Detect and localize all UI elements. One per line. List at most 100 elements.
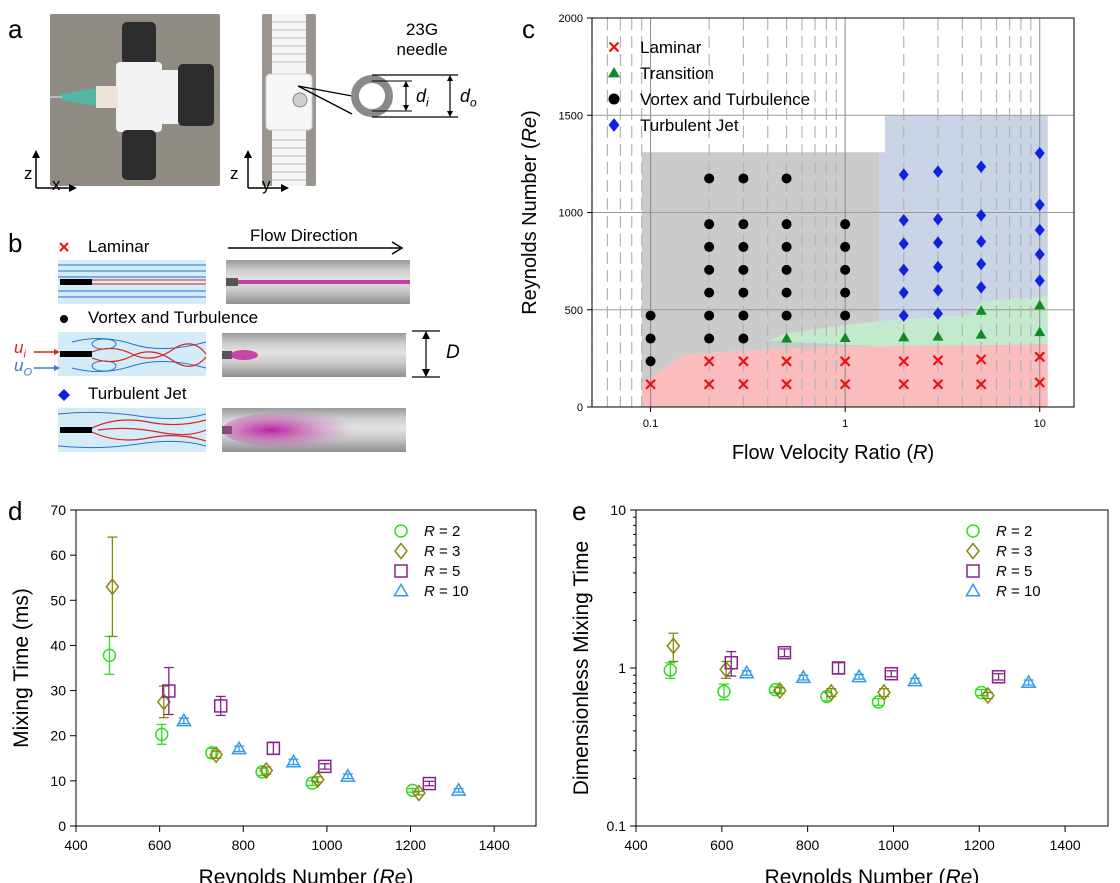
turbulent-jet-point bbox=[1034, 198, 1045, 211]
vortex-and-turbulence-point bbox=[704, 287, 715, 298]
r3-point bbox=[105, 578, 120, 596]
do-subscript: o bbox=[470, 95, 477, 110]
turbulent-jet-point bbox=[898, 309, 909, 322]
y-axis-title-end: ) bbox=[519, 110, 541, 117]
turbulent-jet-point bbox=[1034, 274, 1045, 287]
vortex-and-turbulence-point bbox=[840, 287, 851, 298]
legend-label: R = 5 bbox=[996, 563, 1032, 580]
y-tick-label: 1000 bbox=[559, 208, 583, 220]
x-tick-label: 0.1 bbox=[643, 418, 658, 430]
turbulent-jet-point bbox=[1034, 223, 1045, 237]
legend-marker bbox=[608, 93, 620, 105]
x-axis-title: Flow Velocity Ratio (R) bbox=[732, 442, 934, 464]
mixing-time-chart: 0 10 20 30 40 50 60 70 400 600 800 1000 1200 1400 R =… bbox=[10, 502, 537, 883]
vortex-and-turbulence-point bbox=[738, 264, 749, 275]
vortex-and-turbulence-point bbox=[738, 333, 749, 344]
laminar-point bbox=[839, 378, 851, 390]
flow-direction-label: Flow Direction bbox=[250, 226, 358, 245]
x-tick-label: 800 bbox=[796, 837, 820, 853]
vortex-flow-photo bbox=[222, 333, 406, 377]
laminar-point bbox=[781, 378, 792, 390]
turbulent-jet-point bbox=[1034, 146, 1045, 160]
legend-marker bbox=[966, 524, 980, 538]
regime-legend: Laminar Transition Vortex and Turbulence Tu… bbox=[607, 38, 810, 135]
transition-point bbox=[1034, 326, 1046, 337]
laminar-point bbox=[932, 378, 944, 390]
legend-marker bbox=[608, 41, 620, 53]
plot-frame bbox=[635, 509, 1109, 827]
y-axis-title: Dimensionless Mixing Time bbox=[570, 541, 593, 795]
di-subscript: i bbox=[426, 95, 429, 110]
laminar-marker-b bbox=[59, 242, 69, 252]
mixing-time-axis-labels: Reynolds Number (Re) Mixing Time (ms) bbox=[10, 588, 413, 883]
turbulent-jet-point bbox=[932, 165, 943, 178]
x-axis-title: Reynolds Number (Re) bbox=[765, 866, 980, 883]
y-axis-title-symbol: Re bbox=[519, 117, 541, 143]
x-axis-title-end: ) bbox=[972, 866, 979, 883]
legend-value: = 3 bbox=[435, 543, 460, 560]
y-axis-title: Mixing Time (ms) bbox=[10, 588, 33, 748]
legend-label: R = 2 bbox=[424, 523, 460, 540]
di-symbol: d bbox=[416, 86, 427, 106]
axis-z-label-1: z bbox=[24, 164, 33, 183]
uo-symbol: u bbox=[14, 356, 24, 375]
r10-point bbox=[795, 669, 812, 684]
r3-point bbox=[310, 770, 325, 789]
axis-z-label-2: z bbox=[230, 164, 239, 183]
vortex-and-turbulence-point bbox=[704, 264, 715, 275]
turbulent-jet-point bbox=[932, 284, 943, 297]
laminar-flow-visual bbox=[226, 278, 410, 286]
dimensionless-legend: R = 2R = 3R = 5R = 10 bbox=[965, 523, 1041, 600]
r5-point bbox=[162, 684, 176, 698]
turbulent-jet-point bbox=[898, 214, 909, 227]
legend-label: Laminar bbox=[640, 38, 702, 57]
panel-label-b: b bbox=[8, 228, 23, 258]
x-tick-label: 400 bbox=[64, 837, 88, 853]
laminar-point-stroke-b bbox=[898, 356, 910, 367]
tee-mixer-illustration bbox=[50, 22, 214, 180]
r10-point bbox=[1020, 674, 1037, 689]
legend-label: R = 3 bbox=[424, 543, 460, 560]
legend-symbol: R bbox=[424, 543, 435, 560]
laminar-flow-photo bbox=[226, 260, 410, 304]
turbulent-jet-point bbox=[898, 168, 909, 181]
legend-marker-stroke-b bbox=[608, 41, 620, 53]
laminar-point-stroke-b bbox=[781, 356, 792, 367]
r3-point bbox=[666, 637, 681, 655]
laminar-point-stroke-b bbox=[839, 378, 851, 390]
legend-marker bbox=[394, 524, 408, 538]
turbulent-jet-point bbox=[976, 160, 987, 174]
r2-point bbox=[717, 684, 731, 699]
turbulent-jet-point bbox=[932, 307, 943, 320]
needle-label: 23G needle bbox=[392, 20, 452, 60]
turbulent-jet-point bbox=[932, 213, 943, 226]
vortex-and-turbulence-point bbox=[704, 173, 715, 184]
legend-value: = 2 bbox=[435, 523, 460, 540]
diameter-arrow bbox=[412, 330, 440, 378]
axis-x-label: x bbox=[52, 175, 61, 194]
needle-label-line2: needle bbox=[396, 40, 448, 59]
y-tick-label: 1500 bbox=[559, 110, 583, 122]
diameter-label: D bbox=[446, 342, 460, 363]
legend-label: Vortex and Turbulence bbox=[640, 90, 810, 109]
vortex-and-turbulence-point bbox=[645, 333, 656, 344]
vortex-and-turbulence-point bbox=[840, 241, 851, 252]
panel-label-c: c bbox=[522, 14, 535, 44]
vortex-and-turbulence-point bbox=[738, 287, 749, 298]
transition-point bbox=[932, 331, 944, 341]
y-tick-label: 0.1 bbox=[607, 818, 627, 834]
laminar-point bbox=[1034, 377, 1046, 388]
ui-symbol: u bbox=[14, 338, 24, 357]
y-tick-label: 20 bbox=[50, 728, 66, 744]
jet-label-b: Turbulent Jet bbox=[88, 384, 187, 403]
dimensionless-points bbox=[663, 632, 1037, 709]
regime-axes: 0 500 1000 1500 2000 0.1 1 10 bbox=[559, 13, 1075, 430]
vortex-and-turbulence-point bbox=[781, 219, 792, 230]
vortex-and-turbulence-point bbox=[738, 219, 749, 230]
legend-marker bbox=[608, 118, 620, 132]
vortex-and-turbulence-point bbox=[738, 173, 749, 184]
axis-y-label: y bbox=[262, 175, 271, 194]
r10-point bbox=[339, 768, 356, 782]
r10-point bbox=[851, 668, 868, 683]
needle-label-line1: 23G bbox=[405, 20, 439, 39]
